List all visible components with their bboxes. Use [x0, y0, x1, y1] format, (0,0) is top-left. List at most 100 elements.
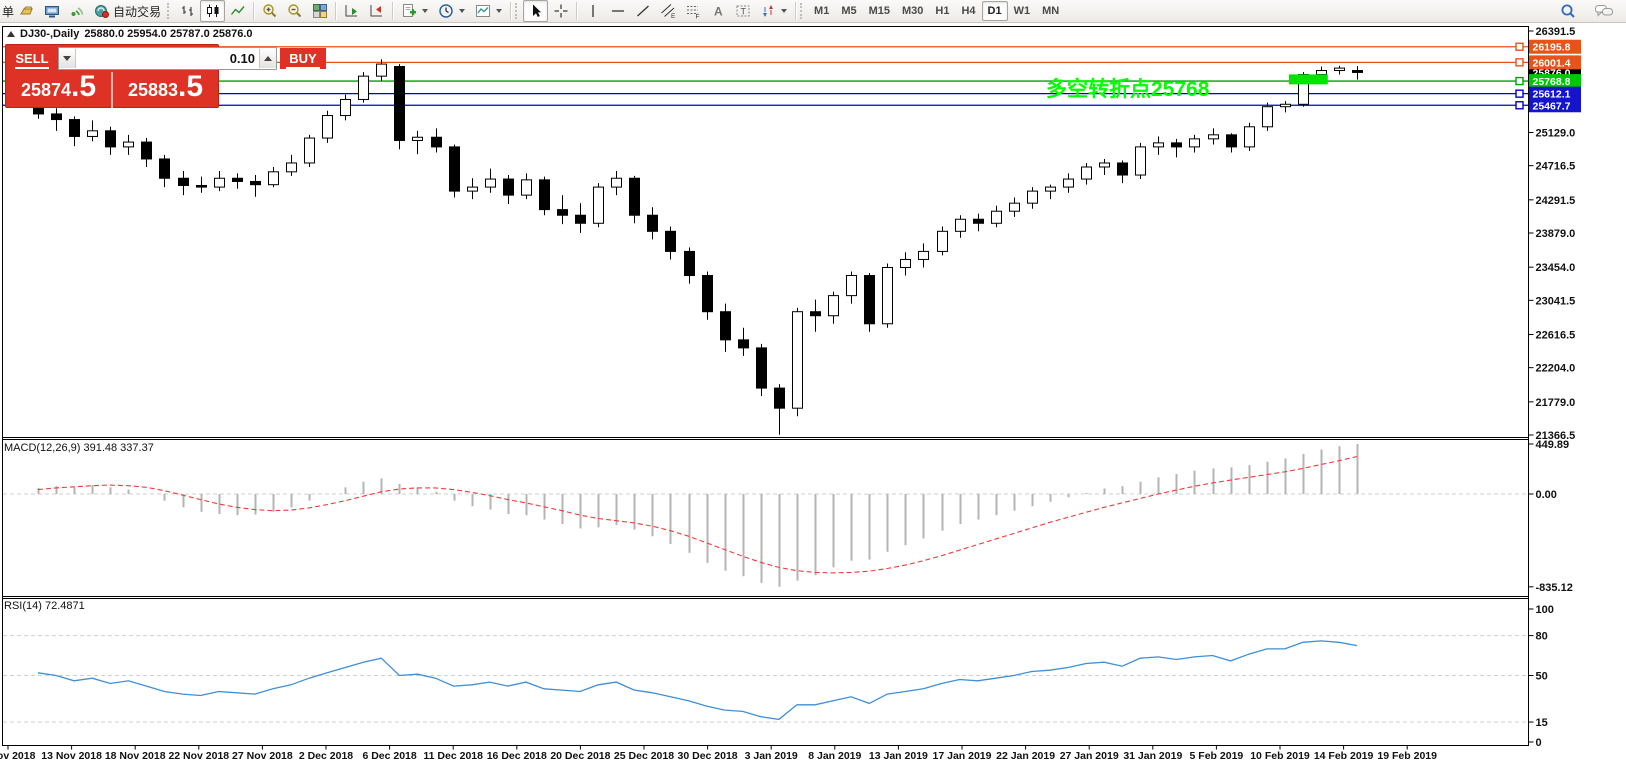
autotrading-button[interactable]: 自动交易	[89, 0, 166, 22]
add-indicator-button[interactable]	[396, 0, 433, 22]
svg-text:24716.5: 24716.5	[1536, 161, 1576, 173]
toolbar-separator	[576, 2, 578, 20]
collapse-triangle-icon[interactable]	[7, 31, 15, 37]
macd-indicator-label: MACD(12,26,9) 391.48 337.37	[4, 442, 154, 454]
gold-ingot-icon[interactable]	[14, 0, 39, 22]
svg-text:-835.12: -835.12	[1536, 582, 1573, 594]
svg-text:26001.4: 26001.4	[1533, 57, 1571, 69]
zoom-out-icon[interactable]	[282, 0, 307, 22]
svg-text:15: 15	[1536, 717, 1548, 729]
trendline-tool-icon[interactable]	[630, 0, 655, 22]
candlestick-chart-type-icon[interactable]	[200, 0, 226, 22]
svg-text:11 Dec 2018: 11 Dec 2018	[423, 750, 483, 762]
svg-text:F: F	[695, 14, 699, 20]
toolbar-separator	[253, 2, 255, 20]
svg-text:22616.5: 22616.5	[1536, 330, 1576, 342]
svg-text:31 Jan 2019: 31 Jan 2019	[1123, 750, 1182, 762]
tf-m5-button[interactable]: M5	[841, 5, 857, 17]
crosshair-tool-icon[interactable]	[548, 0, 573, 22]
channel-tool-icon[interactable]: E	[655, 0, 680, 22]
chart-annotation-text: 多空转折点25768	[1046, 78, 1210, 101]
svg-text:6 Dec 2018: 6 Dec 2018	[362, 750, 416, 762]
fibonacci-tool-icon[interactable]: F	[680, 0, 705, 22]
chart-title: DJ30-,Daily 25880.0 25954.0 25787.0 2587…	[7, 28, 253, 40]
ohlc-values: 25880.0 25954.0 25787.0 25876.0	[84, 28, 253, 40]
svg-text:8 Nov 2018: 8 Nov 2018	[0, 750, 36, 762]
arrows-tool-icon[interactable]	[755, 0, 792, 22]
terminal-icon[interactable]	[39, 0, 64, 22]
svg-text:21779.0: 21779.0	[1536, 397, 1576, 409]
svg-text:21366.5: 21366.5	[1536, 430, 1576, 442]
svg-text:8 Jan 2019: 8 Jan 2019	[808, 750, 861, 762]
svg-text:20 Dec 2018: 20 Dec 2018	[550, 750, 610, 762]
svg-text:13 Jan 2019: 13 Jan 2019	[869, 750, 928, 762]
svg-text:13 Nov 2018: 13 Nov 2018	[41, 750, 102, 762]
chat-icon[interactable]	[1591, 0, 1616, 22]
tile-windows-icon[interactable]	[307, 0, 332, 22]
svg-text:22 Jan 2019: 22 Jan 2019	[996, 750, 1055, 762]
sell-button-label: SELL	[15, 51, 49, 66]
template-button[interactable]	[470, 0, 507, 22]
sell-button[interactable]: SELL	[9, 48, 55, 69]
toolbar-grip	[800, 3, 805, 19]
tf-m15-button[interactable]: M15	[868, 5, 890, 17]
signal-icon[interactable]	[64, 0, 89, 22]
svg-text:18 Nov 2018: 18 Nov 2018	[105, 750, 166, 762]
sell-price-main: 25874	[20, 80, 72, 100]
svg-text:22204.0: 22204.0	[1536, 363, 1576, 375]
sell-price[interactable]: 25874 .5	[6, 72, 111, 108]
buy-price[interactable]: 25883 .5	[113, 72, 218, 108]
svg-text:16 Dec 2018: 16 Dec 2018	[487, 750, 547, 762]
svg-text:27 Nov 2018: 27 Nov 2018	[232, 750, 293, 762]
svg-text:449.89: 449.89	[1536, 439, 1570, 451]
toolbar-separator	[335, 2, 337, 20]
buy-button[interactable]: BUY	[280, 48, 326, 69]
triangle-up-icon	[264, 56, 272, 61]
tf-m30-button[interactable]: M30	[902, 5, 924, 17]
toolbar-separator	[392, 2, 394, 20]
svg-text:5 Feb 2019: 5 Feb 2019	[1190, 750, 1244, 762]
new-order-label[interactable]: 单	[2, 4, 15, 19]
horizontal-line-tool-icon[interactable]	[605, 0, 630, 22]
chart-shift-icon[interactable]	[364, 0, 389, 22]
svg-text:0.00: 0.00	[1536, 489, 1557, 501]
svg-text:3 Jan 2019: 3 Jan 2019	[745, 750, 798, 762]
svg-text:E: E	[671, 13, 676, 19]
svg-text:24291.5: 24291.5	[1536, 195, 1576, 207]
svg-text:25467.7: 25467.7	[1533, 100, 1571, 112]
chevron-down-icon	[496, 9, 503, 13]
cursor-tool-icon[interactable]	[523, 0, 549, 22]
volume-increase-button[interactable]	[259, 49, 276, 68]
svg-text:26195.8: 26195.8	[1533, 42, 1571, 54]
volume-stepper	[58, 47, 277, 70]
trade-panel-divider	[111, 72, 113, 108]
text-tool-icon[interactable]: A	[705, 0, 730, 22]
tf-mn-button[interactable]: MN	[1042, 5, 1060, 17]
text-label-tool-icon[interactable]: T	[730, 0, 755, 22]
svg-text:80: 80	[1536, 631, 1548, 643]
vertical-line-tool-icon[interactable]	[580, 0, 605, 22]
bar-chart-type-icon[interactable]	[175, 0, 200, 22]
tf-h4-button[interactable]: H4	[961, 5, 976, 17]
toolbar-separator	[510, 2, 512, 20]
buy-underline	[286, 67, 320, 69]
auto-scroll-icon[interactable]	[339, 0, 364, 22]
tf-m1-button[interactable]: M1	[814, 5, 830, 17]
toolbar-separator	[795, 2, 797, 20]
search-icon[interactable]	[1556, 0, 1581, 22]
buy-price-pips: .5	[178, 70, 204, 103]
zoom-in-icon[interactable]	[257, 0, 282, 22]
volume-decrease-button[interactable]	[59, 49, 76, 68]
toolbar: 单 自动交易	[0, 0, 1626, 23]
tf-w1-button[interactable]: W1	[1013, 5, 1031, 17]
svg-text:23454.0: 23454.0	[1536, 262, 1576, 274]
symbol-period-label: DJ30-,Daily	[20, 28, 80, 40]
tf-h1-button[interactable]: H1	[935, 5, 950, 17]
tf-d1-button[interactable]: D1	[981, 1, 1008, 21]
period-selector-button[interactable]	[433, 0, 470, 22]
line-chart-type-icon[interactable]	[225, 0, 250, 22]
volume-input[interactable]	[76, 51, 259, 66]
svg-text:25129.0: 25129.0	[1536, 128, 1576, 140]
